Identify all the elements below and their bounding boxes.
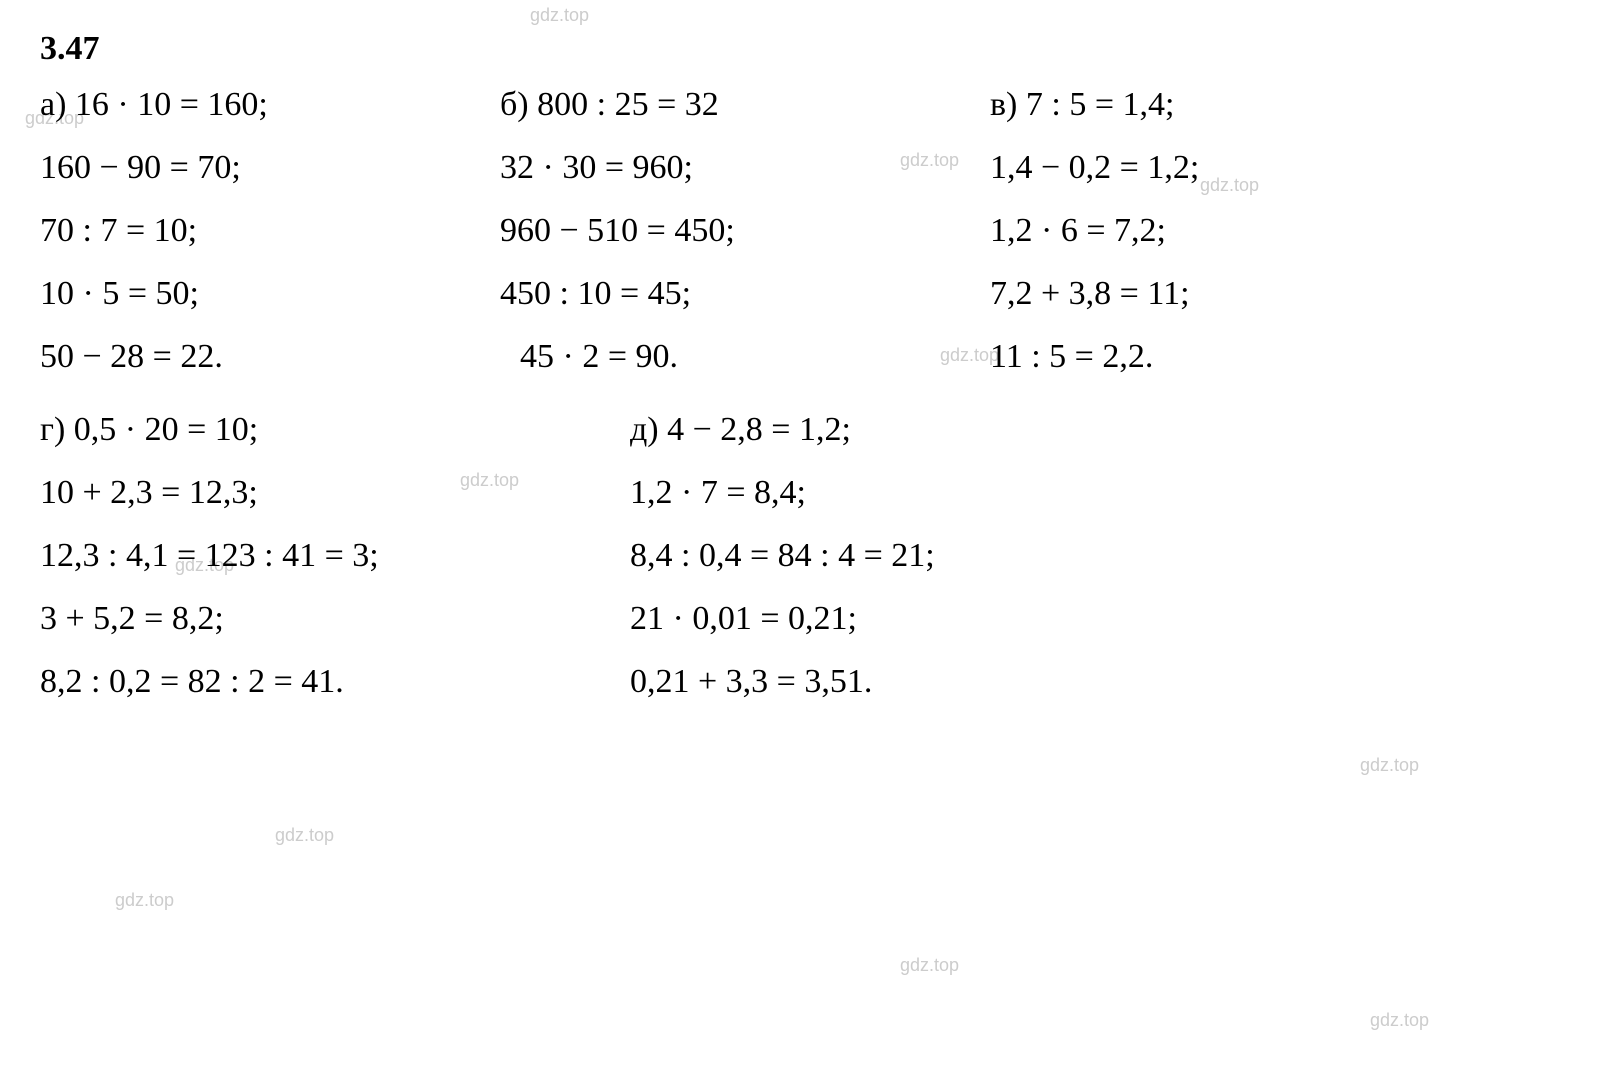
- equation-c-4: 11 : 5 = 2,2.: [990, 338, 1430, 376]
- equation-e-3: 21 · 0,01 = 0,21;: [630, 600, 1180, 638]
- equation-b-2: 960 − 510 = 450;: [500, 212, 950, 250]
- equation-b-0: б) 800 : 25 = 32: [500, 86, 950, 124]
- equation-d-1: 10 + 2,3 = 12,3;: [40, 474, 590, 512]
- equation-c-3: 7,2 + 3,8 = 11;: [990, 275, 1430, 313]
- equation-b-4: 45 · 2 = 90.: [500, 338, 950, 376]
- column-c: в) 7 : 5 = 1,4; 1,4 − 0,2 = 1,2; 1,2 · 6…: [990, 86, 1430, 376]
- column-e: д) 4 − 2,8 = 1,2; 1,2 · 7 = 8,4; 8,4 : 0…: [630, 411, 1180, 701]
- equation-c-1: 1,4 − 0,2 = 1,2;: [990, 149, 1430, 187]
- label-b: б): [500, 86, 529, 123]
- equation-c-2: 1,2 · 6 = 7,2;: [990, 212, 1430, 250]
- equation-e-4: 0,21 + 3,3 = 3,51.: [630, 663, 1180, 701]
- label-c: в): [990, 86, 1017, 123]
- equation-a-2: 70 : 7 = 10;: [40, 212, 460, 250]
- watermark: gdz.top: [1370, 1010, 1429, 1031]
- eq-text: 0,5 · 20 = 10;: [74, 411, 258, 448]
- equation-a-4: 50 − 28 = 22.: [40, 338, 460, 376]
- watermark: gdz.top: [115, 890, 174, 911]
- label-e: д): [630, 411, 659, 448]
- equation-c-0: в) 7 : 5 = 1,4;: [990, 86, 1430, 124]
- equation-e-2: 8,4 : 0,4 = 84 : 4 = 21;: [630, 537, 1180, 575]
- watermark: gdz.top: [530, 5, 589, 26]
- equation-a-0: а) 16 · 10 = 160;: [40, 86, 460, 124]
- eq-text: 16 · 10 = 160;: [75, 86, 268, 123]
- equation-b-1: 32 · 30 = 960;: [500, 149, 950, 187]
- column-a: а) 16 · 10 = 160; 160 − 90 = 70; 70 : 7 …: [40, 86, 460, 376]
- top-row: а) 16 · 10 = 160; 160 − 90 = 70; 70 : 7 …: [40, 86, 1561, 376]
- equation-a-3: 10 · 5 = 50;: [40, 275, 460, 313]
- content-area: 3.47 а) 16 · 10 = 160; 160 − 90 = 70; 70…: [40, 30, 1561, 701]
- equation-e-0: д) 4 − 2,8 = 1,2;: [630, 411, 1180, 449]
- equation-a-1: 160 − 90 = 70;: [40, 149, 460, 187]
- watermark: gdz.top: [275, 825, 334, 846]
- column-d: г) 0,5 · 20 = 10; 10 + 2,3 = 12,3; 12,3 …: [40, 411, 590, 701]
- equation-e-1: 1,2 · 7 = 8,4;: [630, 474, 1180, 512]
- equation-d-3: 3 + 5,2 = 8,2;: [40, 600, 590, 638]
- column-b: б) 800 : 25 = 32 32 · 30 = 960; 960 − 51…: [500, 86, 950, 376]
- problem-number: 3.47: [40, 30, 1561, 68]
- eq-text: 7 : 5 = 1,4;: [1026, 86, 1175, 123]
- label-a: а): [40, 86, 66, 123]
- eq-text: 800 : 25 = 32: [537, 86, 719, 123]
- equation-d-2: 12,3 : 4,1 = 123 : 41 = 3;: [40, 537, 590, 575]
- watermark: gdz.top: [1360, 755, 1419, 776]
- equation-d-0: г) 0,5 · 20 = 10;: [40, 411, 590, 449]
- eq-text: 4 − 2,8 = 1,2;: [667, 411, 851, 448]
- watermark: gdz.top: [900, 955, 959, 976]
- equation-d-4: 8,2 : 0,2 = 82 : 2 = 41.: [40, 663, 590, 701]
- label-d: г): [40, 411, 65, 448]
- bottom-row: г) 0,5 · 20 = 10; 10 + 2,3 = 12,3; 12,3 …: [40, 411, 1561, 701]
- equation-b-3: 450 : 10 = 45;: [500, 275, 950, 313]
